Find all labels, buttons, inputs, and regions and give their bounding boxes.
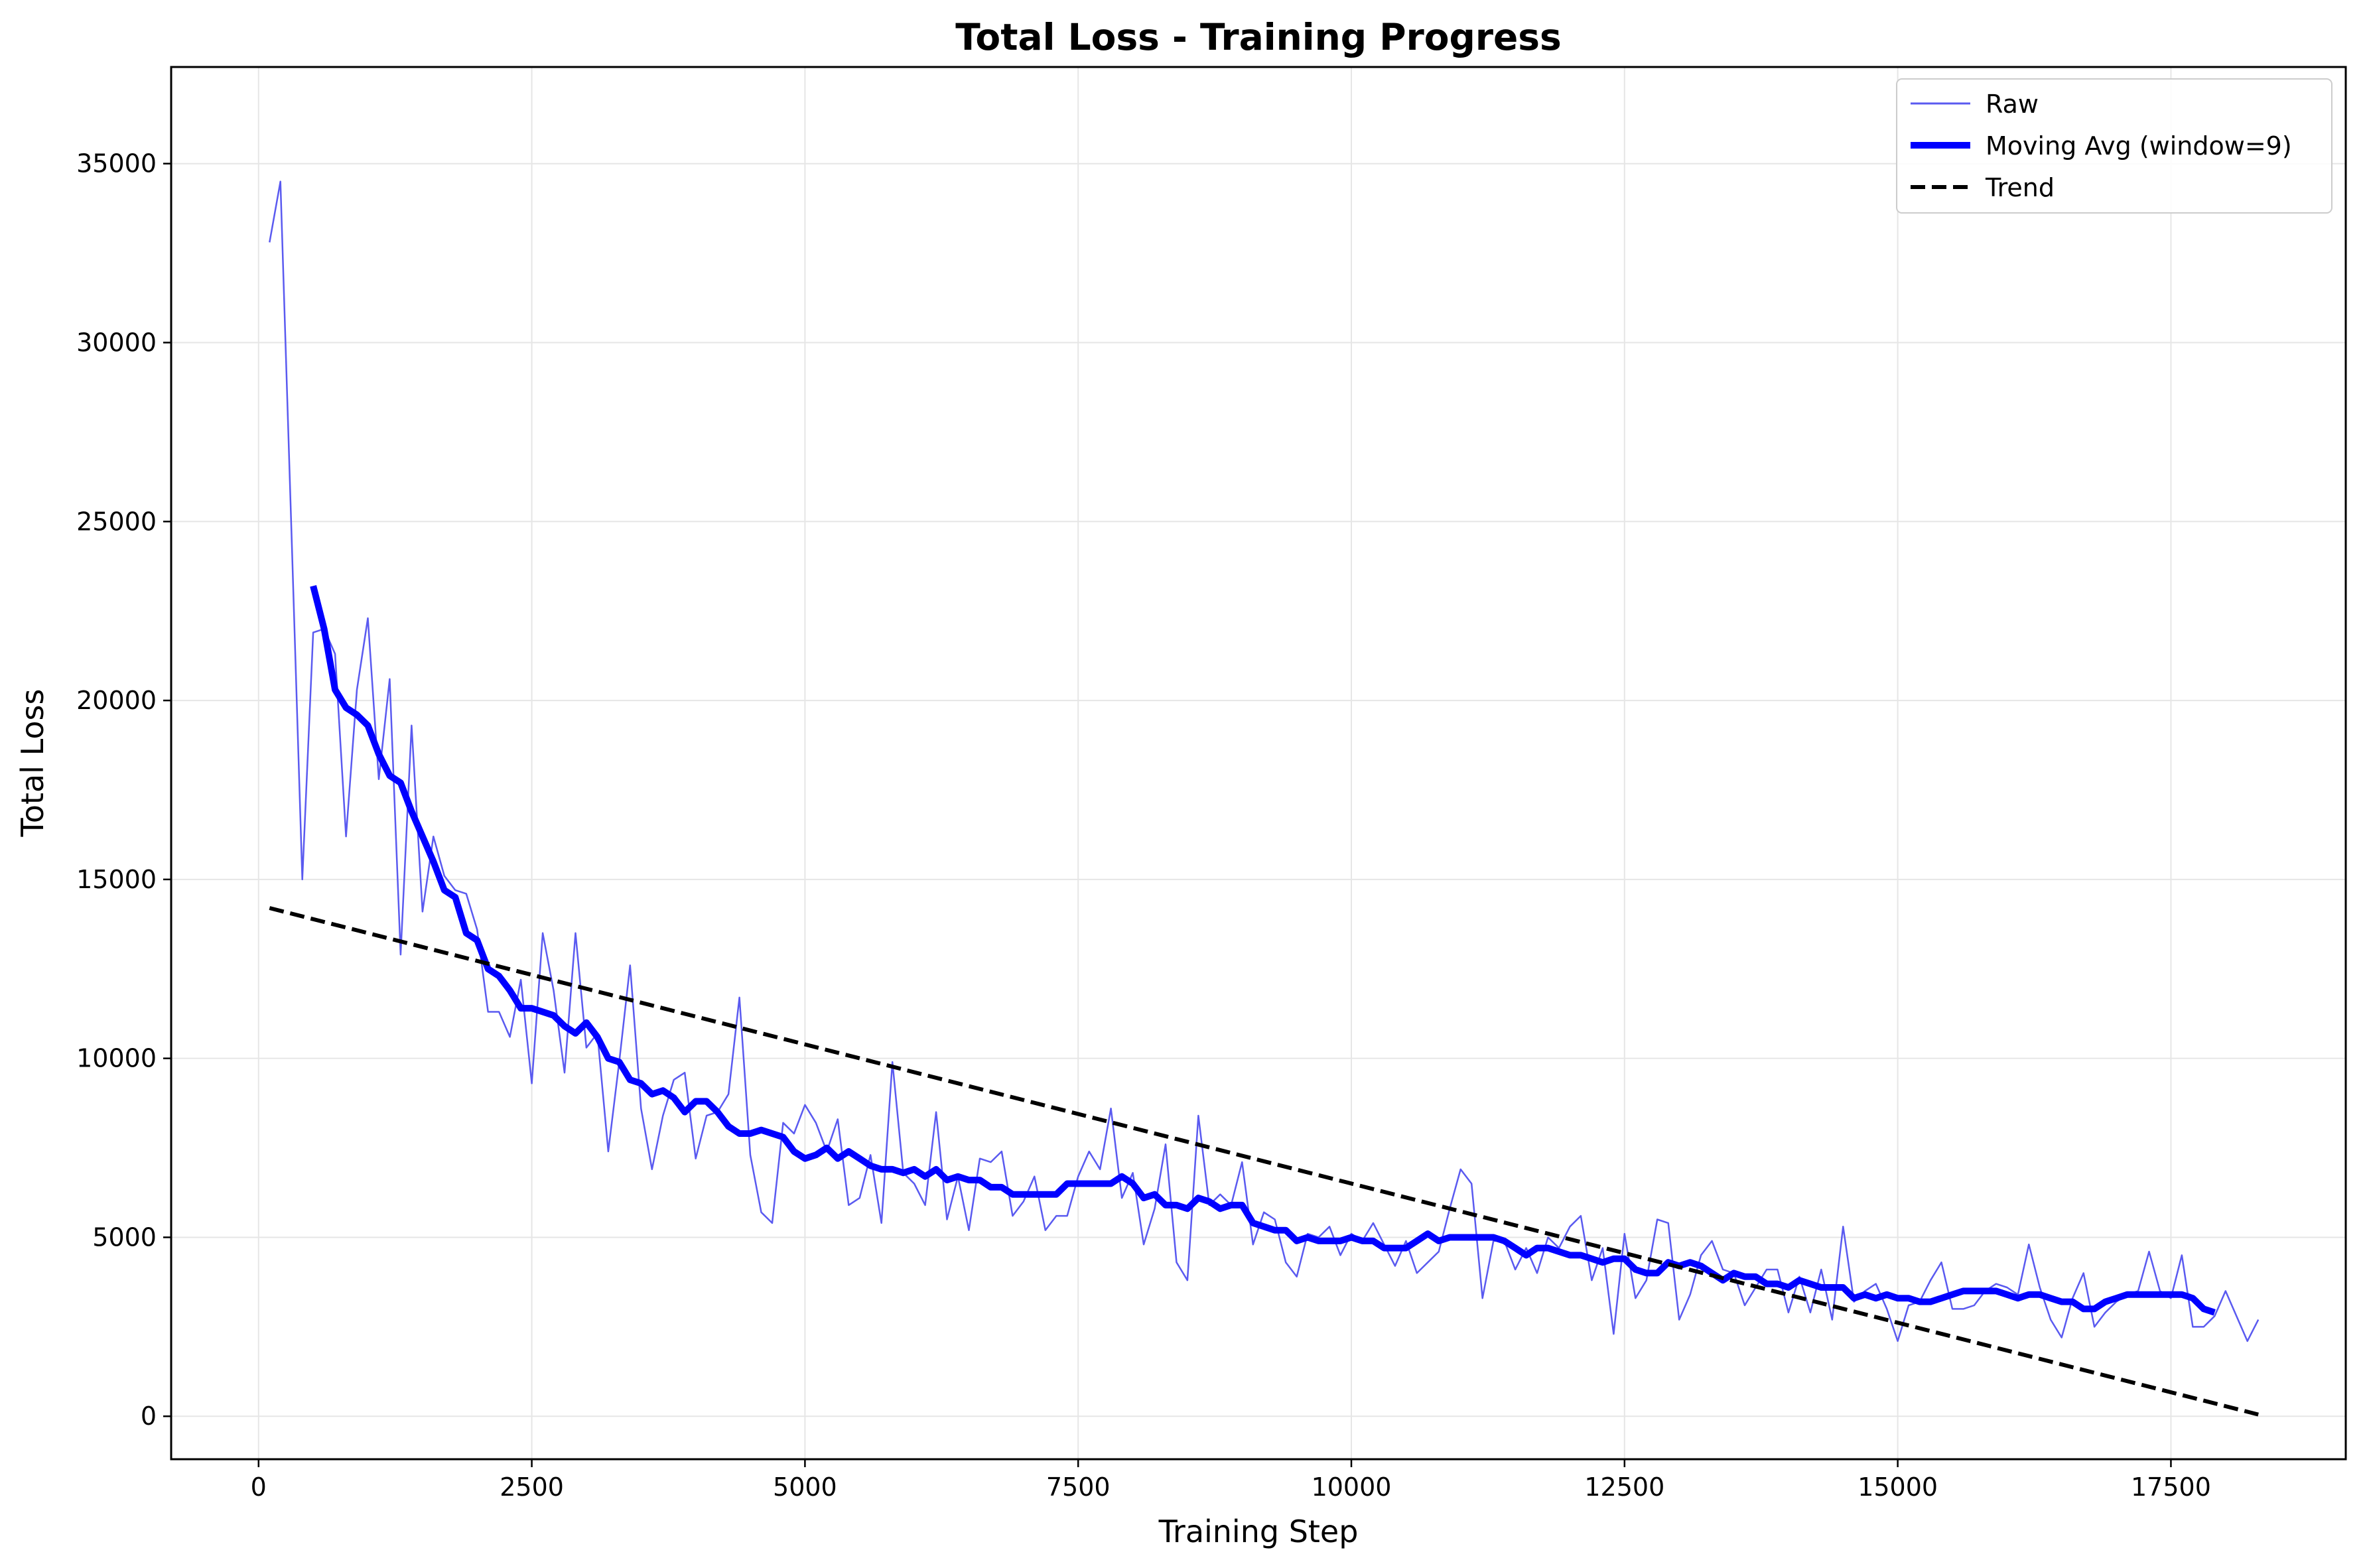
legend-label-trend: Trend <box>1985 173 2055 202</box>
y-tick-label: 35000 <box>76 149 157 178</box>
y-tick-label: 30000 <box>76 328 157 357</box>
x-tick-label: 5000 <box>773 1472 837 1502</box>
plot-area <box>269 180 2260 1417</box>
raw-loss-line <box>269 180 2260 1342</box>
x-tick-label: 7500 <box>1046 1472 1111 1502</box>
y-axis-title: Total Loss <box>15 689 50 838</box>
x-tick-label: 12500 <box>1584 1472 1664 1502</box>
y-tick-label: 15000 <box>76 865 157 894</box>
x-tick-label: 17500 <box>2131 1472 2211 1502</box>
legend-label-raw: Raw <box>1986 90 2039 119</box>
chart-title: Total Loss - Training Progress <box>955 16 1562 58</box>
y-tick-label: 25000 <box>76 507 157 536</box>
legend-label-moving-avg: Moving Avg (window=9) <box>1986 131 2292 161</box>
y-tick-label: 5000 <box>92 1222 157 1252</box>
x-tick-label: 15000 <box>1858 1472 1938 1502</box>
x-tick-label: 0 <box>251 1472 267 1502</box>
x-tick-label: 2500 <box>500 1472 564 1502</box>
trend-line <box>269 906 2259 1417</box>
y-tick-label: 0 <box>141 1402 157 1431</box>
x-axis-title: Training Step <box>1158 1514 1359 1549</box>
axis-ticks: 0 2500 5000 7500 10000 12500 15000 17500 0 5000 10… <box>76 149 2211 1502</box>
legend-box <box>1896 78 2332 214</box>
x-tick-label: 10000 <box>1312 1472 1392 1502</box>
moving-avg-line <box>310 585 2216 1316</box>
y-tick-label: 10000 <box>76 1044 157 1073</box>
y-tick-label: 20000 <box>76 686 157 715</box>
plot-frame <box>170 66 2347 1461</box>
legend: Raw Moving Avg (window=9) Trend <box>1896 78 2332 214</box>
